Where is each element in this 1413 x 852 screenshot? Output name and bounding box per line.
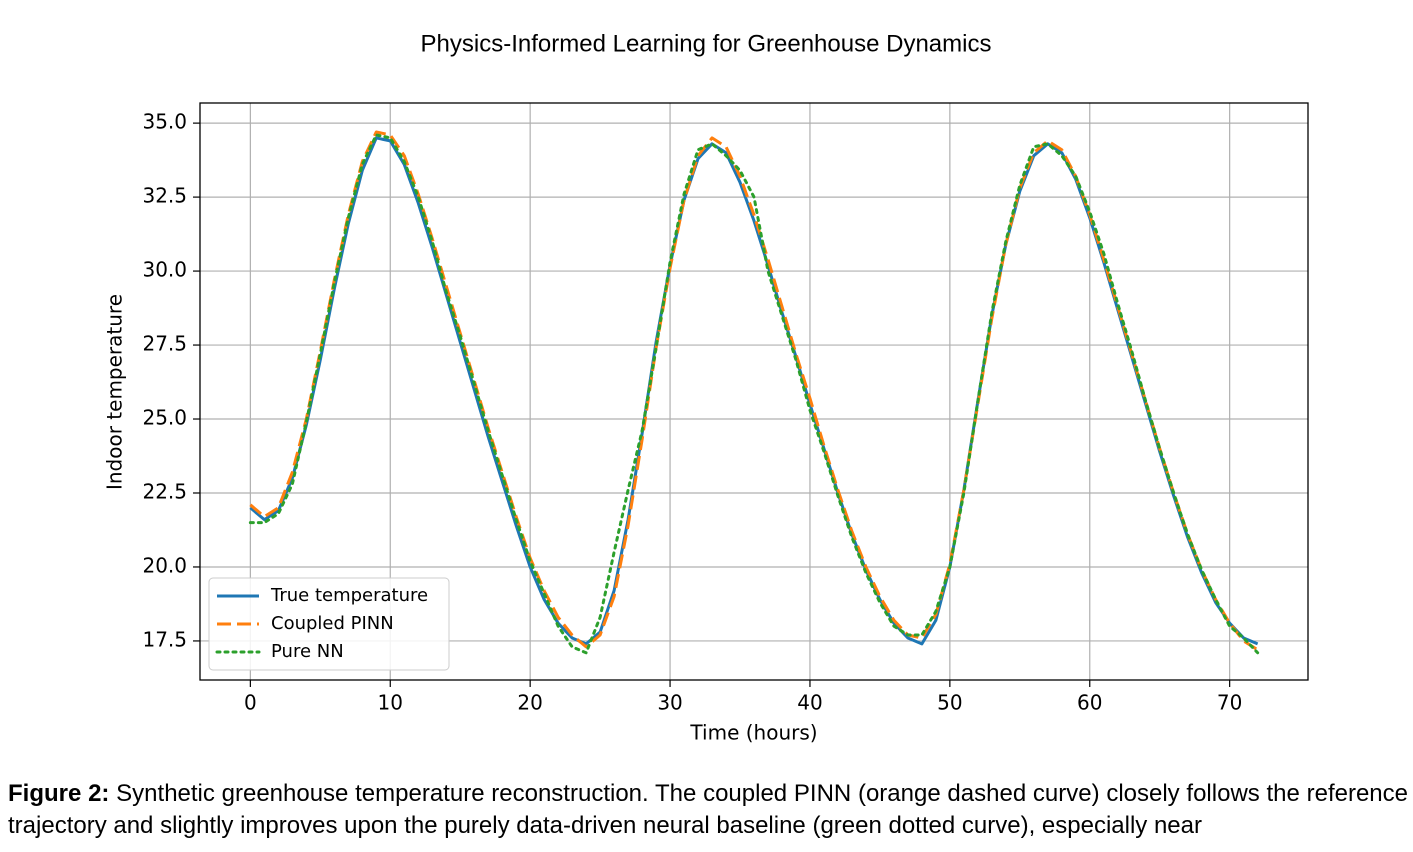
y-tick-label: 20.0 [142,553,187,577]
legend-label: Pure NN [271,641,344,662]
y-axis-label: Indoor temperature [103,294,127,490]
x-tick-label: 60 [1077,691,1102,715]
y-tick-label: 22.5 [142,479,187,503]
chart: Physics-Informed Learning for Greenhouse… [103,30,1309,745]
x-tick-label: 50 [937,691,962,715]
plot-frame [199,102,1309,681]
y-tick-label: 27.5 [142,332,187,356]
legend-box [208,577,450,671]
y-tick-label: 30.0 [142,258,187,282]
x-tick-label: 70 [1217,691,1242,715]
chart-title: Physics-Informed Learning for Greenhouse… [421,30,992,57]
y-tick-label: 25.0 [142,406,187,430]
legend-label: True temperature [270,585,428,606]
x-tick-label: 0 [244,691,257,715]
caption-label: Figure 2: [8,780,110,807]
y-tick-label: 17.5 [142,627,187,651]
x-tick-label: 30 [657,691,682,715]
caption-text: Synthetic greenhouse temperature reconst… [8,780,1409,839]
caption: Figure 2: Synthetic greenhouse temperatu… [8,778,1408,842]
x-tick-label: 40 [797,691,822,715]
y-tick-label: 35.0 [142,110,187,134]
legend-label: Coupled PINN [271,613,394,634]
line-series [248,133,1260,655]
x-axis-label: Time (hours) [689,721,817,745]
y-tick-label: 32.5 [142,184,187,208]
x-tick-label: 20 [517,691,542,715]
line-series [249,130,1259,652]
x-tick-label: 10 [378,691,403,715]
